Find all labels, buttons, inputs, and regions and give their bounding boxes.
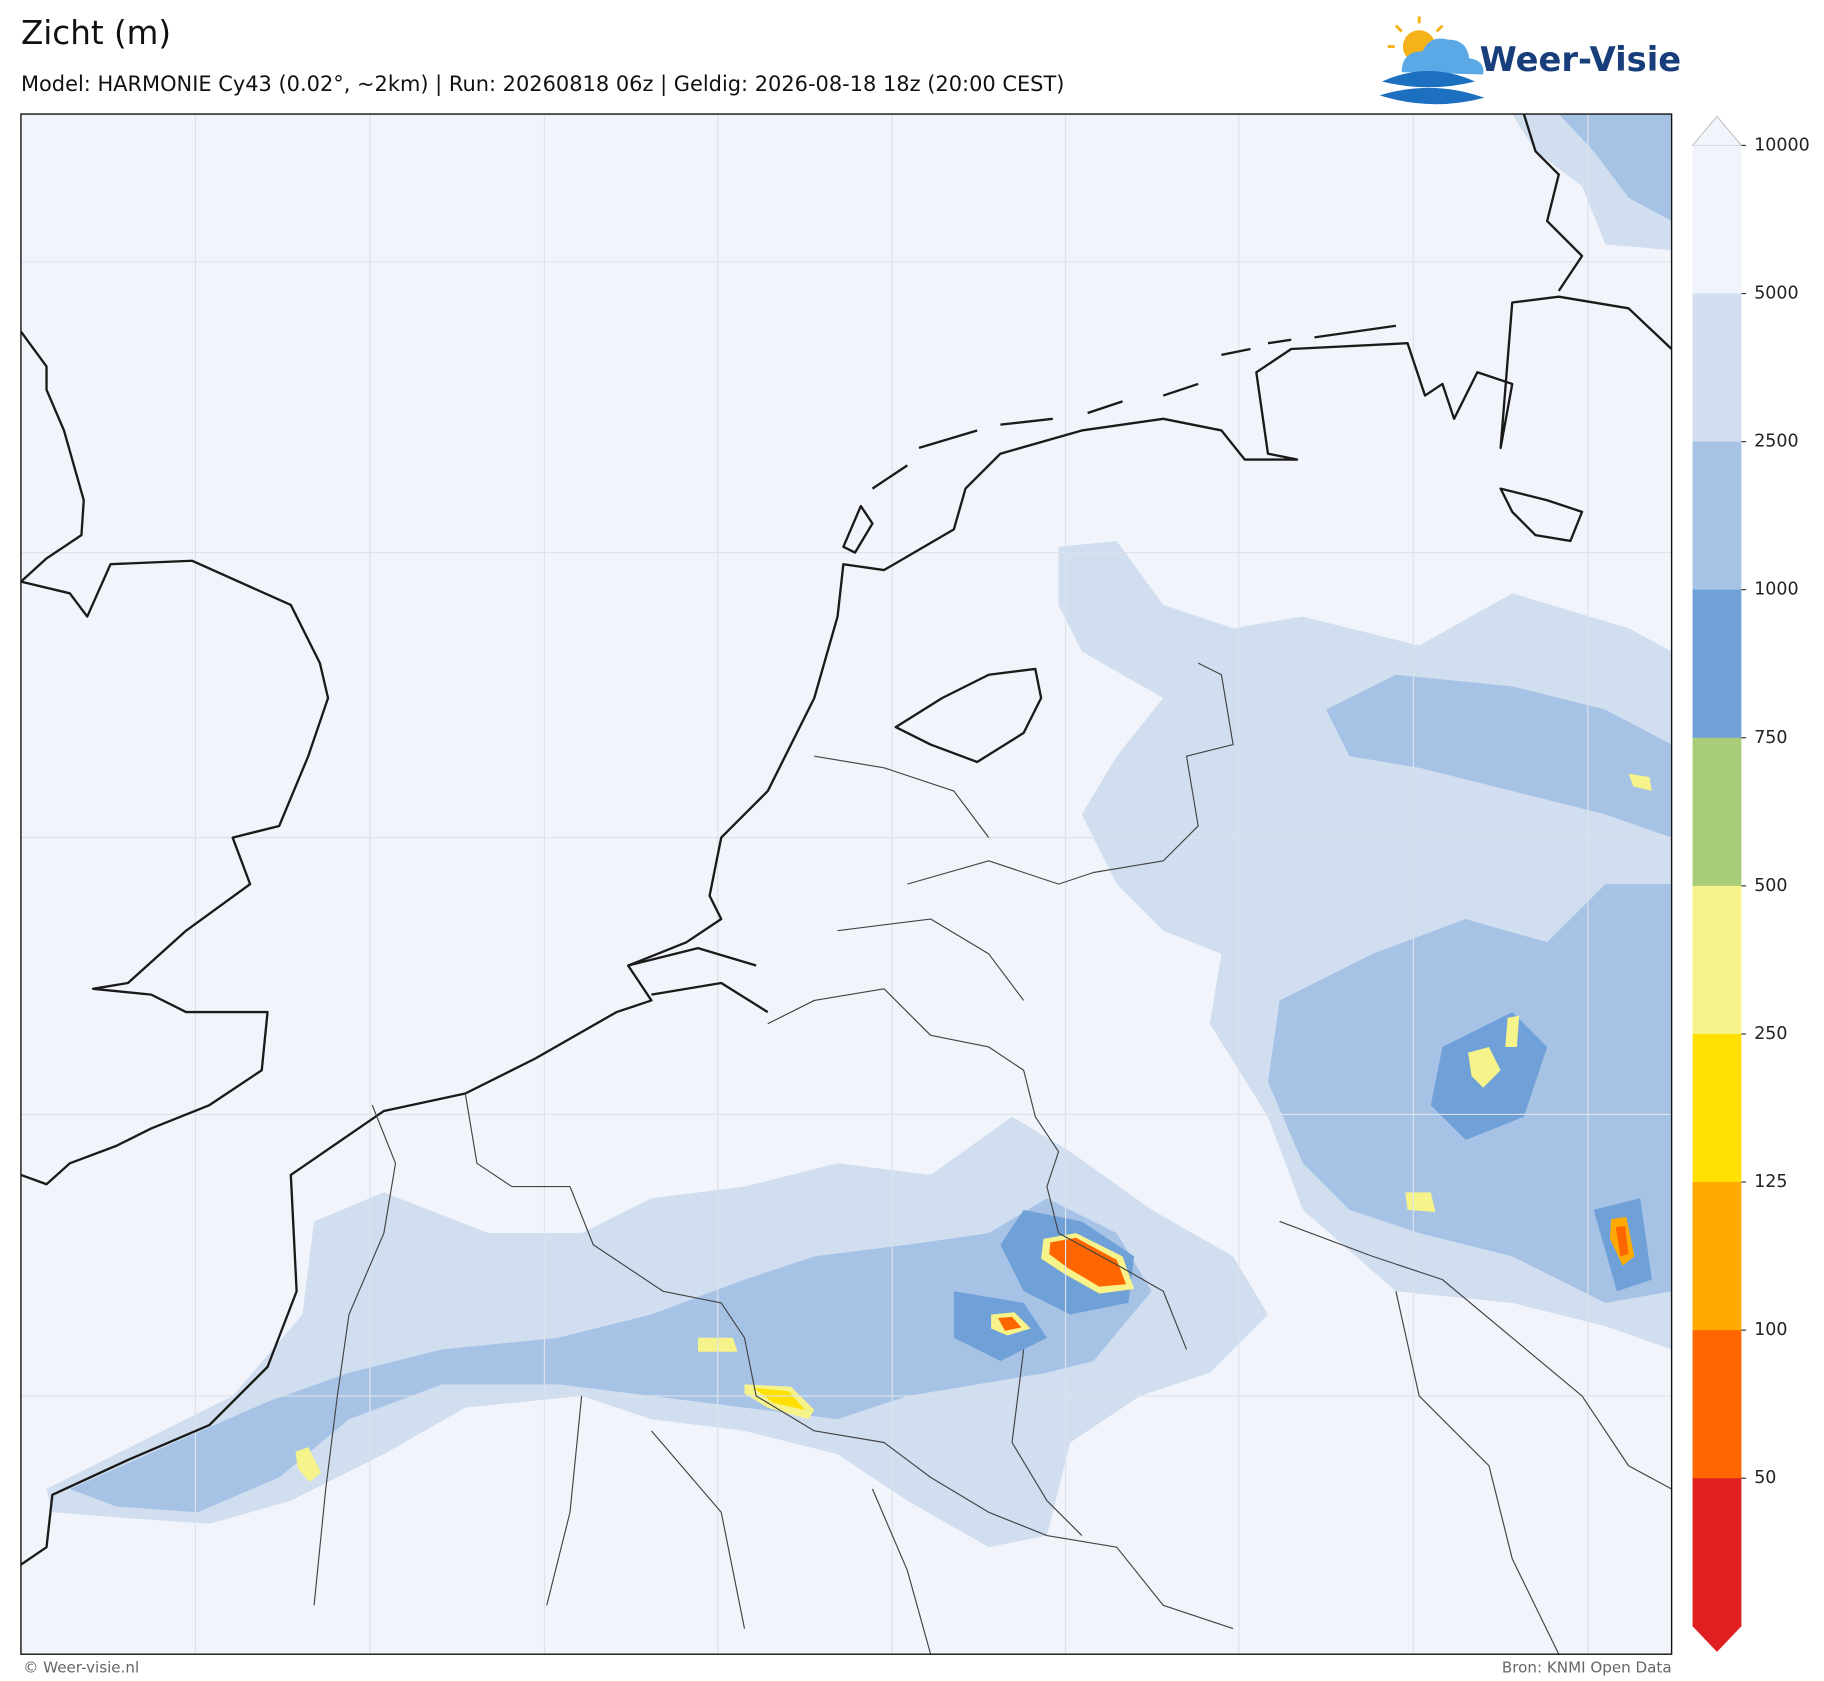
logo-text: Weer-Visie <box>1480 40 1681 79</box>
visibility-area <box>1615 1226 1629 1257</box>
visibility-area <box>1558 114 1672 222</box>
colorbar-tick-label: 750 <box>1754 728 1787 748</box>
colorbar-band <box>1692 885 1742 1035</box>
visibility-area <box>1468 1046 1501 1088</box>
colorbar-tick-label: 125 <box>1754 1172 1787 1192</box>
subtitle: Model: HARMONIE Cy43 (0.02°, ~2km) | Run… <box>21 72 1064 97</box>
colorbar-band <box>1692 1478 1742 1627</box>
colorbar-tick-label: 2500 <box>1754 432 1798 452</box>
colorbar-band <box>1692 1033 1742 1183</box>
colorbar-band <box>1692 293 1742 443</box>
colorbar-tick-label: 5000 <box>1754 284 1798 304</box>
colorbar-tick-label: 100 <box>1754 1320 1787 1340</box>
colorbar-tick-label: 250 <box>1754 1024 1787 1044</box>
grid <box>20 114 1672 1655</box>
logo: Weer-Visie <box>1379 16 1681 105</box>
borders <box>313 662 1672 1655</box>
footer-right: Bron: KNMI Open Data <box>1502 1659 1672 1677</box>
visibility-area <box>69 1198 1152 1513</box>
colorbar-tick-label: 500 <box>1754 876 1787 896</box>
colorbar-band <box>1692 1330 1742 1479</box>
visibility-area <box>998 1316 1022 1331</box>
visibility-area <box>753 1387 805 1410</box>
title: Zicht (m) <box>21 14 171 52</box>
visibility-area <box>295 1447 322 1483</box>
visibility-fields <box>46 114 1672 1548</box>
footer-left: © Weer-visie.nl <box>23 1659 139 1677</box>
colorbar: 10000 5000 2500 1000 750 500 250 125 100 50 <box>1691 115 1810 1652</box>
visibility-area <box>1405 1192 1436 1213</box>
colorbar-tick-label: 10000 <box>1754 135 1809 155</box>
colorbar-band <box>1692 441 1742 591</box>
colorbar-extension <box>1691 115 1743 146</box>
coastlines <box>20 114 1672 1566</box>
colorbar-band <box>1692 145 1742 295</box>
visibility-area <box>1505 1015 1520 1047</box>
colorbar-tick-label: 1000 <box>1754 580 1798 600</box>
colorbar-band <box>1692 737 1742 887</box>
visibility-area <box>1326 674 1672 838</box>
visibility-area <box>1628 773 1652 792</box>
colorbar-band <box>1692 589 1742 739</box>
colorbar-tick-label: 50 <box>1754 1468 1776 1488</box>
colorbar-extension <box>1692 1626 1742 1652</box>
visibility-area <box>1049 1237 1127 1287</box>
colorbar-band <box>1692 1182 1742 1331</box>
map-frame <box>20 113 1673 1655</box>
map <box>20 114 1672 1655</box>
